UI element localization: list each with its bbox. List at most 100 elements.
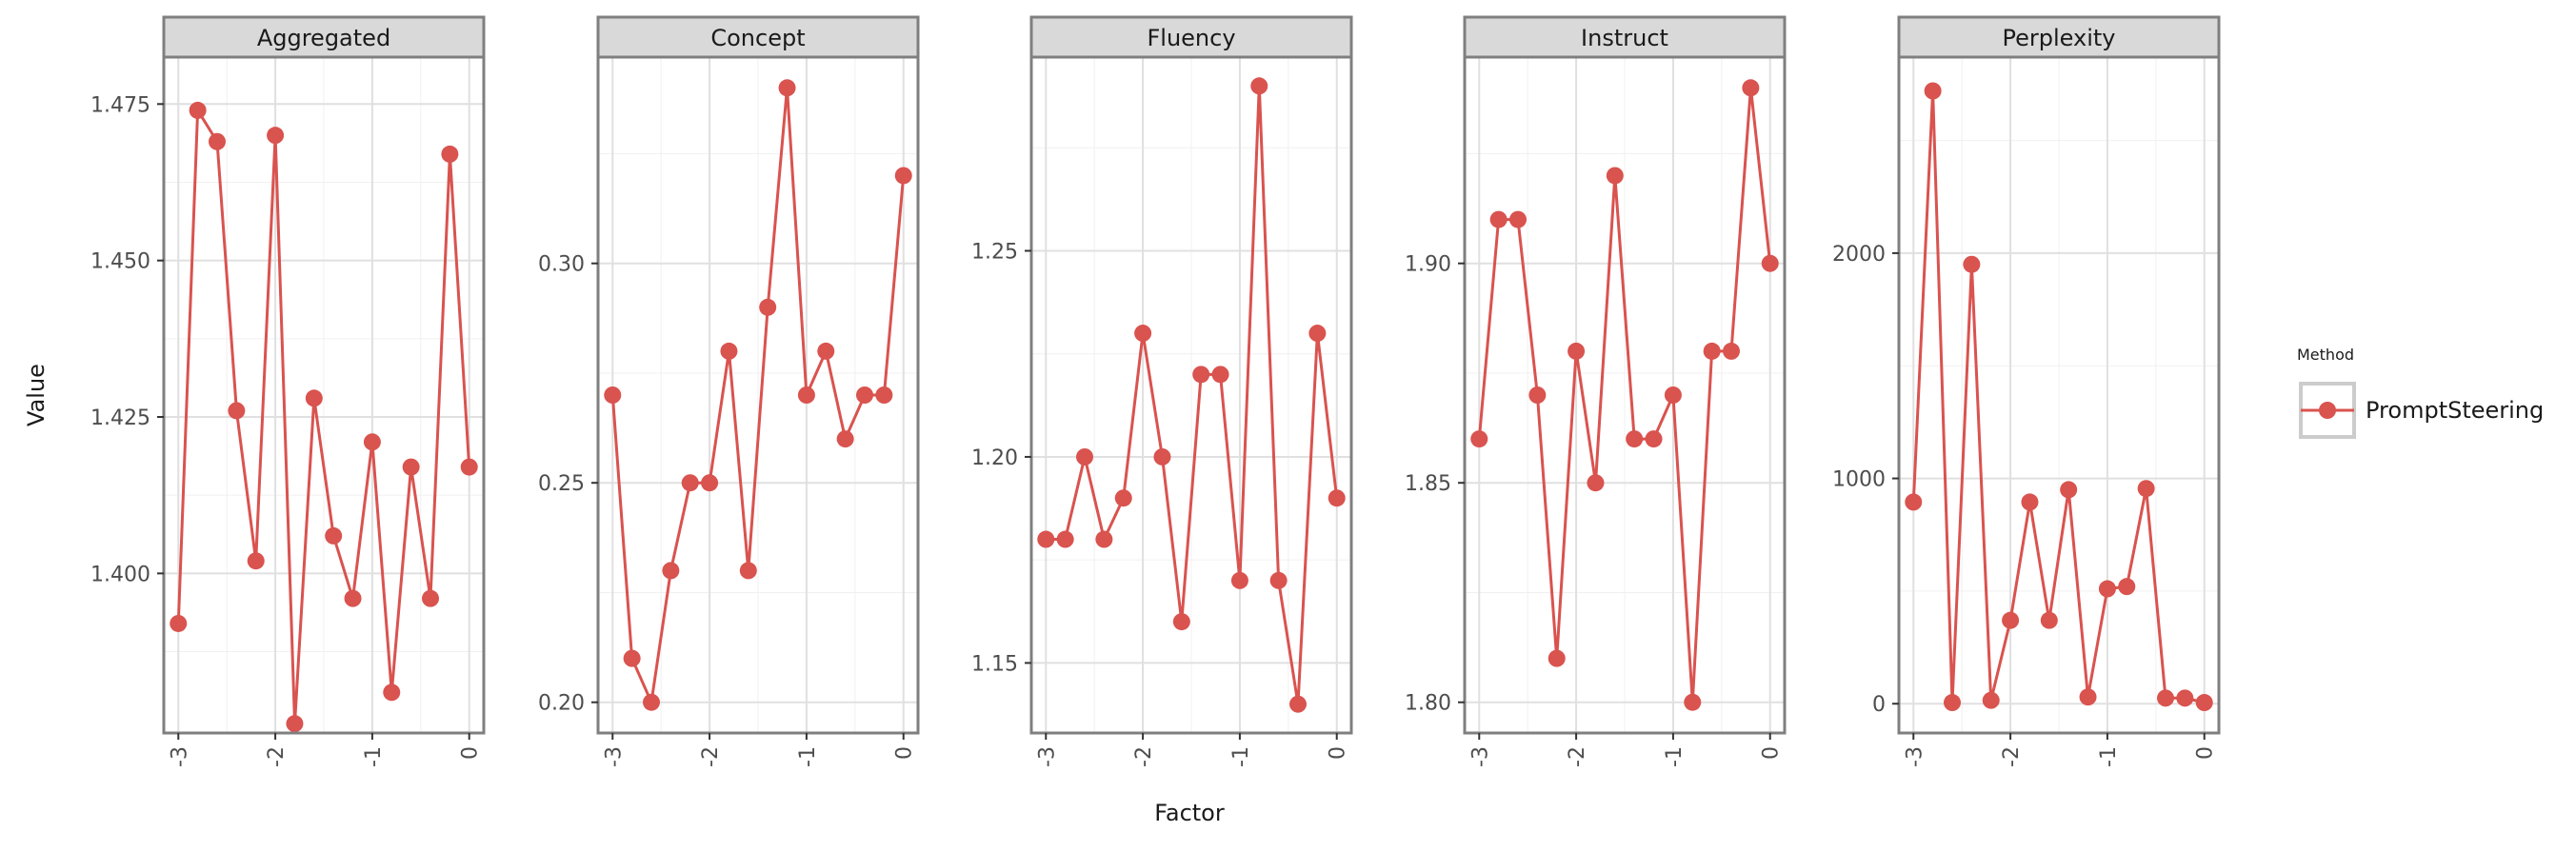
- data-point: [1328, 489, 1346, 507]
- data-point: [623, 649, 641, 667]
- y-tick-label: 1.90: [1405, 253, 1451, 277]
- data-point: [1606, 167, 1624, 185]
- data-point: [363, 433, 381, 451]
- data-point: [1489, 210, 1508, 228]
- legend-key-marker: [2319, 402, 2336, 419]
- x-tick-label: 0: [893, 746, 917, 760]
- series-line: [1046, 86, 1339, 704]
- data-point: [739, 562, 757, 580]
- data-point: [604, 386, 622, 404]
- y-tick-label: 1.85: [1405, 472, 1451, 496]
- data-point: [1568, 342, 1586, 360]
- data-point: [759, 298, 777, 316]
- data-point: [189, 101, 207, 119]
- data-point: [2079, 688, 2097, 706]
- data-point: [1944, 694, 1961, 712]
- data-point: [1905, 493, 1923, 511]
- x-tick-label: -2: [1132, 746, 1156, 767]
- data-point: [1153, 447, 1171, 466]
- y-tick-label: 1.425: [90, 406, 150, 430]
- y-tick-label: 1.80: [1405, 692, 1451, 716]
- y-tick-label: 0.20: [538, 692, 585, 716]
- y-axis-title: Value: [23, 364, 50, 426]
- series-line: [1911, 90, 2206, 704]
- data-point: [1114, 489, 1132, 507]
- data-point: [209, 132, 226, 150]
- data-point: [2040, 611, 2058, 629]
- y-tick-label: 2000: [1832, 243, 1886, 267]
- facet-strip: [1029, 15, 1353, 59]
- facet-strip: [1897, 15, 2221, 59]
- x-tick-label: -1: [1663, 746, 1687, 767]
- legend: Method PromptSteering: [2297, 346, 2544, 439]
- x-axis-title: Factor: [1154, 800, 1225, 826]
- x-tick-label: -1: [796, 746, 820, 767]
- data-point: [2176, 689, 2194, 707]
- facet-title: Perplexity: [2003, 25, 2116, 51]
- legend-title: Method: [2297, 346, 2354, 364]
- data-point: [681, 474, 699, 492]
- x-tick-label: -3: [168, 746, 191, 767]
- data-point: [2021, 493, 2039, 511]
- data-point: [344, 589, 362, 607]
- facet-instruct: Instruct 1.80 1.85 1.90 -3 -2 -1 0: [1405, 15, 1787, 767]
- x-tick-label: -2: [265, 746, 289, 767]
- data-point: [383, 684, 401, 702]
- x-tick-label: -1: [362, 746, 386, 767]
- data-point: [247, 552, 265, 570]
- data-point: [1924, 82, 1942, 100]
- data-point: [1982, 691, 2000, 709]
- data-point: [286, 715, 304, 733]
- data-point: [720, 342, 738, 360]
- data-point: [856, 386, 873, 404]
- legend-label: PromptSteering: [2366, 397, 2544, 424]
- data-point: [1230, 571, 1248, 589]
- data-point: [305, 389, 323, 407]
- data-point: [1037, 530, 1055, 548]
- data-point: [1470, 430, 1488, 448]
- data-point: [1645, 430, 1663, 448]
- x-tick-label: -3: [1468, 746, 1492, 767]
- facet-fluency: Fluency 1.15 1.20 1.25 -3 -2 -1 0: [971, 15, 1353, 767]
- data-point: [817, 342, 835, 360]
- facet-aggregated: Aggregated 1.400 1.425 1.450 1.475 -3 -2 -1 0: [90, 15, 486, 767]
- data-point: [662, 562, 680, 580]
- facet-strip: [162, 15, 486, 59]
- data-point: [894, 167, 912, 185]
- facet-title: Instruct: [1581, 25, 1668, 51]
- data-point: [1742, 79, 1760, 97]
- data-point: [1289, 695, 1307, 713]
- x-tick-label: 0: [459, 746, 483, 760]
- data-point: [422, 589, 439, 607]
- data-point: [1664, 386, 1682, 404]
- data-point: [2118, 578, 2136, 596]
- data-point: [1723, 342, 1740, 360]
- x-tick-label: -3: [602, 746, 626, 767]
- x-tick-label: -3: [1035, 746, 1059, 767]
- x-tick-label: -2: [1566, 746, 1589, 767]
- y-tick-label: 1.475: [90, 93, 150, 117]
- x-tick-label: 0: [1327, 746, 1350, 760]
- data-point: [1211, 366, 1229, 384]
- data-point: [1056, 530, 1074, 548]
- y-tick-label: 1.15: [971, 652, 1018, 676]
- data-point: [1250, 77, 1268, 95]
- data-point: [2060, 481, 2078, 499]
- facet-title: Concept: [710, 25, 805, 51]
- data-point: [875, 386, 893, 404]
- data-point: [2137, 480, 2155, 498]
- data-point: [2098, 580, 2116, 598]
- facet-strip: [596, 15, 920, 59]
- y-tick-label: 1.25: [971, 240, 1018, 264]
- data-point: [1587, 474, 1605, 492]
- y-tick-label: 1.450: [90, 250, 150, 274]
- data-point: [1192, 366, 1210, 384]
- data-point: [1626, 430, 1644, 448]
- data-point: [325, 526, 343, 545]
- y-tick-label: 0: [1872, 693, 1886, 717]
- data-point: [1684, 693, 1702, 711]
- data-point: [402, 458, 420, 476]
- data-point: [441, 145, 459, 163]
- data-point: [1076, 447, 1093, 466]
